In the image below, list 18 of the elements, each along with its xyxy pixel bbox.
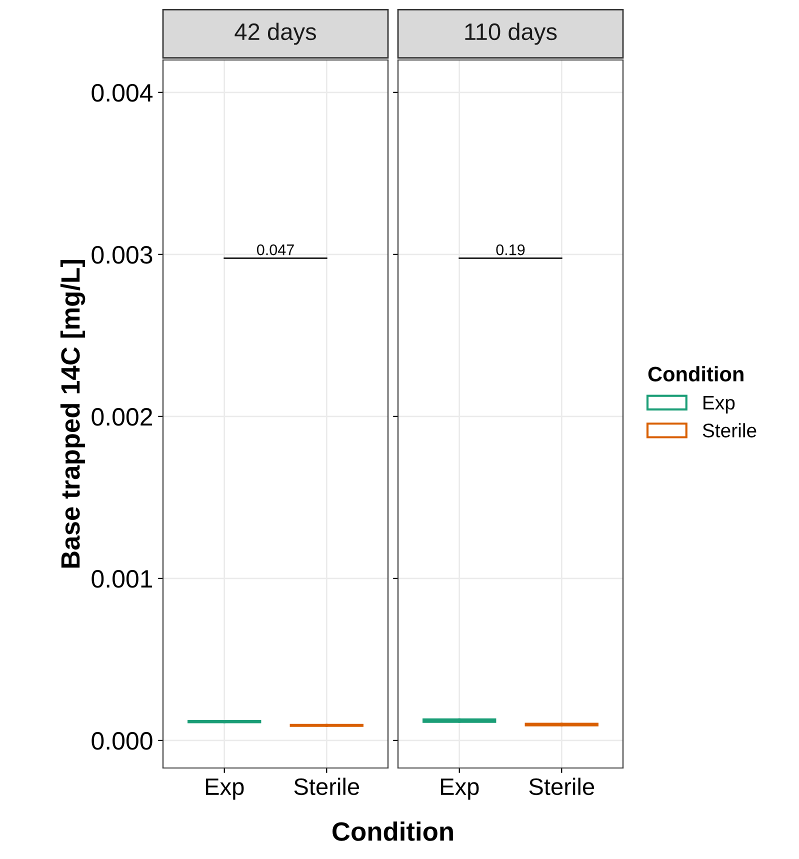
y-tick-label: 0.002 [92, 408, 152, 426]
chart-title: 42 days [234, 22, 316, 45]
annotation: 0.047 [256, 244, 294, 256]
x-tick-label: Sterile [529, 778, 594, 796]
y-tick-label: 0.000 [92, 732, 152, 750]
x-tick-label: Exp [206, 778, 244, 800]
y-axis-title: Base trapped 14C [mg/L] [60, 260, 86, 568]
legend-label: Sterile [702, 423, 756, 438]
y-tick-label: 0.001 [92, 570, 152, 588]
x-tick-label: Sterile [294, 778, 360, 796]
legend-label: Exp [704, 396, 735, 414]
legend-title: Condition [648, 366, 744, 382]
x-tick-label: Exp [440, 778, 479, 800]
x-axis-title: Condition [332, 822, 453, 841]
chart-title: 110 days [465, 22, 557, 45]
y-tick-label: 0.004 [92, 84, 153, 102]
annotation: 0.19 [496, 244, 525, 256]
y-tick-label: 0.003 [92, 246, 152, 264]
